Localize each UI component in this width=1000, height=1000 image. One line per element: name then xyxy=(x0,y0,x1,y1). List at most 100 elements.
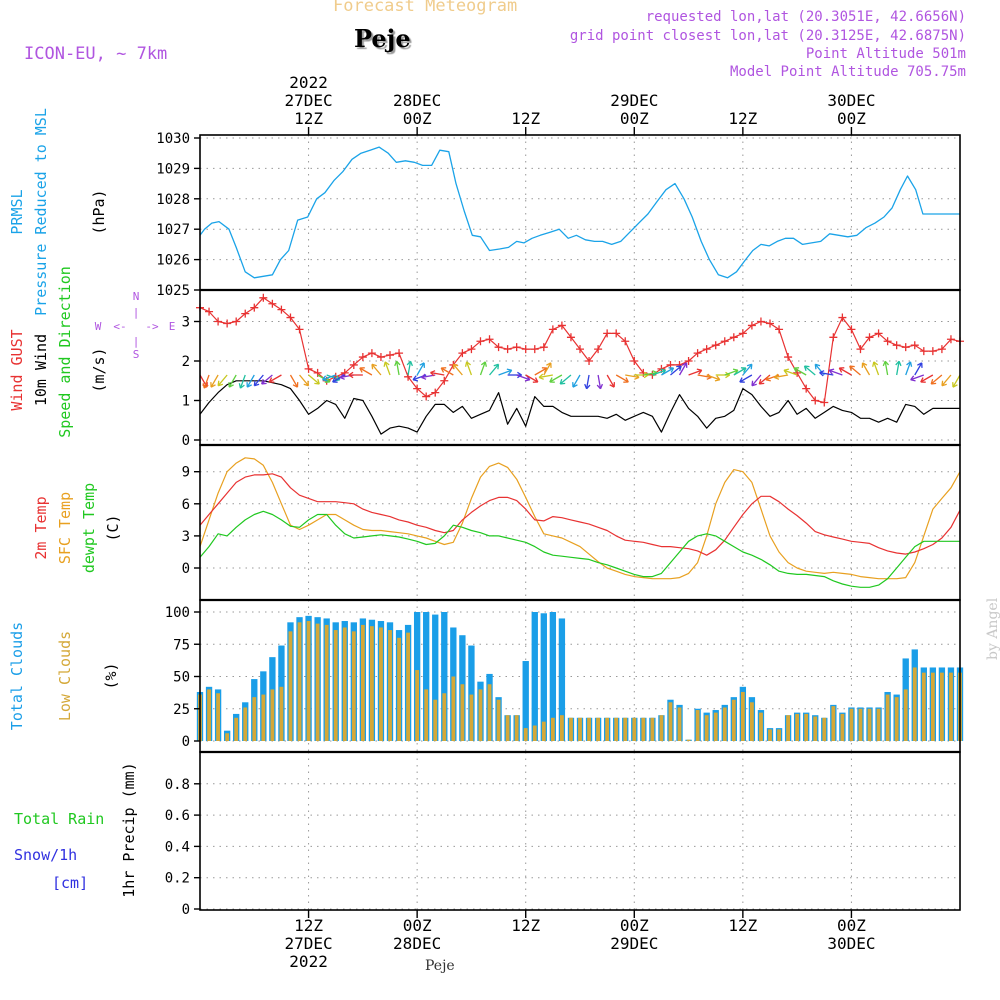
gust-marker xyxy=(395,349,404,358)
total-cloud-bar xyxy=(468,645,475,741)
wind-arrow xyxy=(597,374,602,389)
low-cloud-bar xyxy=(740,691,745,741)
label-pct: (%) xyxy=(102,662,120,689)
low-cloud-bar xyxy=(867,708,872,741)
time-label-bottom: 00Z xyxy=(837,916,866,935)
wind-arrow xyxy=(479,361,486,376)
wind-arrow-head xyxy=(412,375,419,382)
wind-arrow-head xyxy=(681,362,688,368)
gust-marker xyxy=(811,396,820,405)
gust-marker xyxy=(367,349,376,358)
wind-arrow-head xyxy=(549,377,555,383)
wind-arrow-head xyxy=(246,382,253,388)
wind-arrow-head xyxy=(910,375,916,382)
gust-marker xyxy=(693,349,702,358)
gust-marker xyxy=(223,319,232,328)
time-label-top: 12Z xyxy=(294,109,323,128)
gust-marker xyxy=(250,303,259,312)
low-cloud-bar xyxy=(677,707,682,741)
label-ms: (m/s) xyxy=(90,347,108,392)
y-tick-label: 1028 xyxy=(156,192,190,208)
wind-arrow xyxy=(678,362,688,376)
low-cloud-bar xyxy=(686,739,691,741)
wind-arrow xyxy=(920,374,934,383)
wind-arrow xyxy=(289,374,299,388)
wind-arrow xyxy=(661,367,674,376)
panel-labels: PRMSL Pressure Reduced to MSL (hPa) Wind GU… xyxy=(8,108,175,898)
compass-n: N xyxy=(133,290,140,303)
wind-arrow xyxy=(739,374,753,383)
compass-arrow-left: <- xyxy=(113,320,126,333)
wind-arrow-head xyxy=(421,373,427,380)
gust-marker xyxy=(838,313,847,322)
label-low-clouds: Low Clouds xyxy=(56,631,74,721)
place-title: Peje xyxy=(354,24,411,53)
gust-marker xyxy=(286,313,295,322)
low-cloud-bar xyxy=(288,631,293,741)
wind-arrow xyxy=(896,361,900,376)
wind-arrow-head xyxy=(506,368,513,375)
y-tick-label: 6 xyxy=(182,497,190,513)
wind-arrow-head xyxy=(740,367,747,373)
low-cloud-bar xyxy=(940,672,944,741)
y-tick-label: 0 xyxy=(182,902,190,918)
wind-arrow xyxy=(407,361,412,376)
wind-arrow-head xyxy=(609,382,616,388)
wind-arrow-head xyxy=(322,375,328,382)
time-label-top: 00Z xyxy=(837,109,866,128)
wind-arrow xyxy=(525,374,539,383)
low-cloud-bar xyxy=(550,717,555,741)
y-tick-label: 1 xyxy=(182,394,190,410)
gust-marker xyxy=(702,345,711,354)
gust-marker xyxy=(901,343,910,352)
wind-arrow xyxy=(384,361,391,376)
time-label-top: 30DEC xyxy=(827,91,875,110)
time-label-bottom: 27DEC xyxy=(284,934,332,953)
y-tick-label: 1025 xyxy=(156,283,190,299)
time-label-bottom: 00Z xyxy=(620,916,649,935)
label-precip-axis: 1hr Precip (mm) xyxy=(120,762,138,897)
gust-marker xyxy=(738,329,747,338)
wind-arrow xyxy=(498,369,512,376)
low-cloud-bar xyxy=(894,697,899,741)
y-tick-label: 0 xyxy=(182,433,190,449)
y-tick-label: 75 xyxy=(173,637,190,653)
low-cloud-bar xyxy=(831,706,836,741)
gust-marker xyxy=(720,337,729,346)
low-cloud-bar xyxy=(324,624,329,741)
gust-marker xyxy=(476,337,485,346)
low-cloud-bar xyxy=(903,689,908,741)
gust-marker xyxy=(422,392,431,401)
wind-arrow-head xyxy=(202,383,209,389)
time-label-top: 00Z xyxy=(620,109,649,128)
wind-arrow-head xyxy=(371,363,377,370)
low-cloud-bar xyxy=(731,699,736,741)
wind-arrow-head xyxy=(872,361,879,367)
wind-arrow xyxy=(783,369,798,376)
wind-arrow-head xyxy=(217,380,224,387)
wind-arrow-head xyxy=(849,365,855,371)
y-tick-label: 0.6 xyxy=(165,808,190,824)
label-c: (C) xyxy=(104,514,122,541)
temp2m-line xyxy=(199,473,961,556)
gust-marker xyxy=(892,341,901,350)
wind-arrow xyxy=(751,374,762,387)
low-cloud-bar xyxy=(514,715,519,741)
gust-marker xyxy=(241,309,250,318)
gust-marker xyxy=(802,384,811,393)
wind-arrow-head xyxy=(348,371,354,379)
wind-arrow xyxy=(670,365,682,376)
wind-arrow xyxy=(804,365,816,376)
time-label-top: 12Z xyxy=(511,109,540,128)
compass-e: E xyxy=(169,320,176,333)
point-altitude: Point Altitude 501m xyxy=(805,46,966,62)
wind-arrow-head xyxy=(828,368,835,375)
compass-arrow-right: -> xyxy=(145,320,159,333)
y-tick-label: 3 xyxy=(182,315,190,331)
low-cloud-bar xyxy=(840,713,845,741)
low-cloud-bar xyxy=(306,621,311,741)
time-label-top: 28DEC xyxy=(393,91,441,110)
time-label-bottom: 29DEC xyxy=(610,934,658,953)
wind-arrow-head xyxy=(920,377,926,383)
wind-arrow xyxy=(308,374,320,385)
